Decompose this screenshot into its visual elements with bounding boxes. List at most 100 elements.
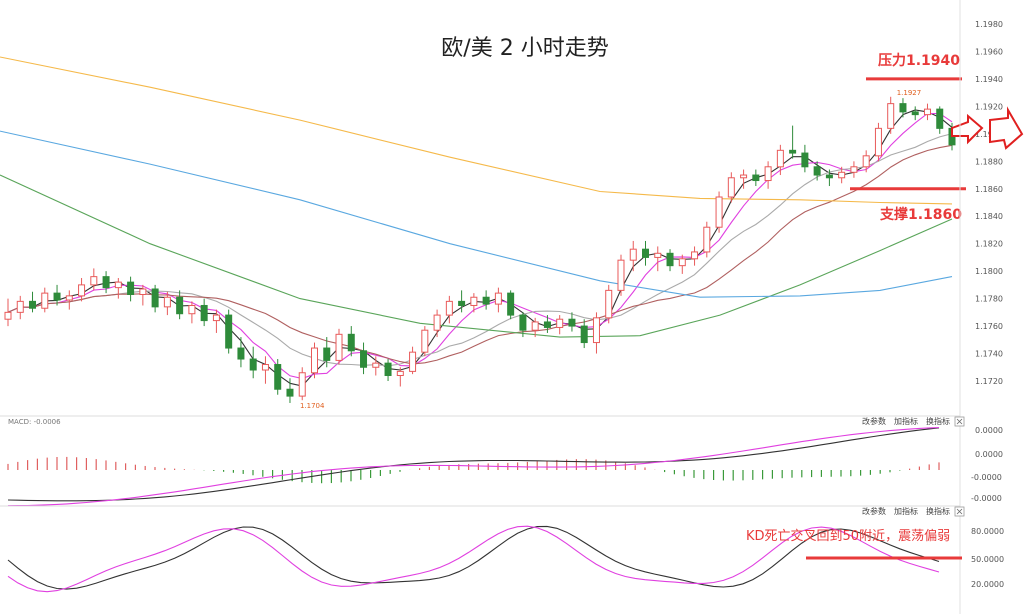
candle-body xyxy=(691,251,699,260)
candle-body xyxy=(188,304,196,315)
macd-tick: -0.0000 xyxy=(971,473,1002,482)
ma-line-pink xyxy=(7,112,953,380)
macd-lines xyxy=(7,426,940,507)
candle-body xyxy=(90,276,98,286)
candle-body xyxy=(911,111,919,116)
candle-body xyxy=(127,281,135,295)
price-tick-label: 1.1860 xyxy=(975,185,1003,194)
candle-body xyxy=(874,127,882,157)
ma-line-brown xyxy=(7,144,953,365)
price-tick-label: 1.1720 xyxy=(975,377,1003,386)
candle-body xyxy=(899,103,907,113)
candle-body xyxy=(507,292,515,316)
candle-body xyxy=(102,276,110,289)
price-tick-label: 1.1840 xyxy=(975,212,1003,221)
macd-tick: 0.0000 xyxy=(975,450,1003,459)
kd-edit-params-button[interactable]: 改参数 xyxy=(862,506,886,516)
ma-line-green xyxy=(0,174,953,338)
candle-body xyxy=(605,289,613,319)
candle-body xyxy=(825,174,833,179)
candle-body xyxy=(801,152,809,168)
candle-body xyxy=(482,296,490,305)
candle-body xyxy=(543,321,551,328)
candle-body xyxy=(752,174,760,182)
price-tick-label: 1.1920 xyxy=(975,102,1003,111)
candle-body xyxy=(53,292,61,301)
candle-body xyxy=(740,174,748,179)
candle-body xyxy=(580,325,588,344)
candle-body xyxy=(458,300,466,306)
candle-body xyxy=(519,314,527,331)
macd-close-icon[interactable] xyxy=(954,416,965,427)
price-tick-label: 1.1800 xyxy=(975,267,1003,276)
candle-body xyxy=(678,258,686,267)
macd-dea-line xyxy=(7,426,940,507)
kd-close-icon[interactable] xyxy=(954,506,965,517)
candle-body xyxy=(200,304,208,322)
candle-body xyxy=(176,296,184,315)
candle-body xyxy=(114,281,122,289)
candle-body xyxy=(727,177,735,198)
candle-body xyxy=(433,314,441,331)
ma-line-orange xyxy=(0,56,953,205)
candle-body xyxy=(494,292,502,305)
candle-body xyxy=(654,252,662,258)
candle-body xyxy=(139,288,147,295)
macd-switch-indicator-button[interactable]: 换指标 xyxy=(926,416,950,426)
candle-body xyxy=(789,149,797,154)
candle-body xyxy=(764,166,772,182)
candle-body xyxy=(850,166,858,173)
macd-dif-line xyxy=(7,427,940,502)
kd-lines xyxy=(7,525,940,593)
candle-body xyxy=(274,364,282,390)
macd-edit-params-button[interactable]: 改参数 xyxy=(862,416,886,426)
kd-annotation: KD死亡交叉回到50附近，震荡偏弱 xyxy=(746,528,950,544)
candle-body xyxy=(310,347,318,374)
candle-body xyxy=(409,351,417,372)
candle-body xyxy=(323,347,331,361)
candle-body xyxy=(666,252,674,267)
ma-line-grey xyxy=(7,133,953,367)
kd-d-line xyxy=(7,525,940,593)
candle-body xyxy=(715,196,723,228)
candle-body xyxy=(923,108,931,116)
candle-body xyxy=(531,321,539,331)
moving-average-lines xyxy=(0,56,953,387)
candle-body xyxy=(347,333,355,352)
candle-body xyxy=(813,166,821,176)
price-tick-label: 1.1820 xyxy=(975,240,1003,249)
candle-body xyxy=(78,284,86,297)
candle-body xyxy=(776,149,784,168)
candle-body xyxy=(592,317,600,344)
chart-title: 欧/美 2 小时走势 xyxy=(441,36,608,61)
macd-label: MACD: -0.0006 xyxy=(8,418,61,426)
candle-body xyxy=(4,311,12,320)
price-tick-label: 1.1980 xyxy=(975,20,1003,29)
candle-body xyxy=(41,292,49,309)
kd-tick: 50.0000 xyxy=(971,555,1004,564)
candle-body xyxy=(225,314,233,349)
candle-body xyxy=(642,248,650,258)
candle-body xyxy=(298,372,306,397)
kd-switch-indicator-button[interactable]: 换指标 xyxy=(926,506,950,516)
high-marker-label: 1.1927 xyxy=(897,89,922,97)
candle-body xyxy=(556,318,564,328)
candle-body xyxy=(445,300,453,316)
ma-line-blue xyxy=(0,130,953,298)
kd-tick: 20.0000 xyxy=(971,580,1004,589)
macd-add-indicator-button[interactable]: 加指标 xyxy=(894,416,918,426)
low-marker-label: 1.1704 xyxy=(300,402,325,410)
macd-tick: -0.0000 xyxy=(971,494,1002,503)
candle-body xyxy=(862,155,870,168)
candle-body xyxy=(65,295,73,301)
kd-add-indicator-button[interactable]: 加指标 xyxy=(894,506,918,516)
candlestick-series xyxy=(4,96,956,403)
candle-body xyxy=(838,171,846,179)
candle-body xyxy=(421,329,429,353)
candle-body xyxy=(249,358,257,371)
candle-body xyxy=(212,314,220,322)
price-tick-label: 1.1880 xyxy=(975,157,1003,166)
price-tick-label: 1.1740 xyxy=(975,350,1003,359)
candle-body xyxy=(29,300,37,309)
candle-body xyxy=(151,288,159,308)
